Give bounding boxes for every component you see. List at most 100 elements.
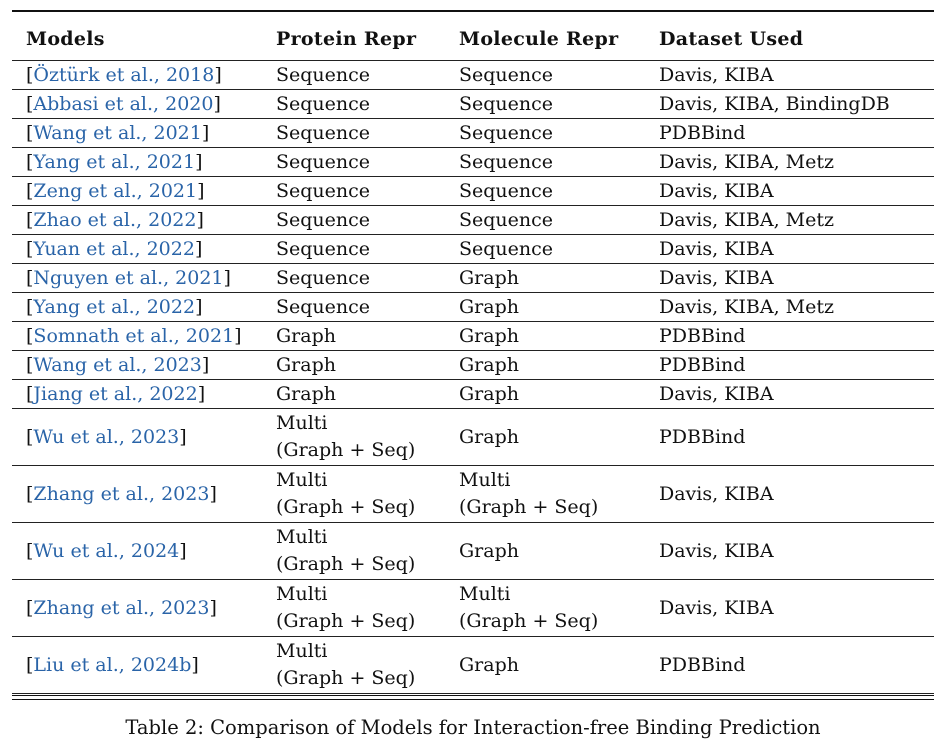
protein-repr-cell: Sequence — [262, 176, 445, 206]
citation-link[interactable]: Zhao et al., 2022 — [33, 209, 197, 231]
molecule-repr-cell: Sequence — [445, 60, 645, 90]
citation-open-bracket: [ — [26, 325, 34, 347]
bottom-rule — [12, 695, 934, 696]
header-row: Models Protein Repr Molecule Repr Datase… — [12, 18, 934, 61]
model-citation-cell: [Nguyen et al., 2021] — [12, 263, 262, 293]
citation-link[interactable]: Yang et al., 2022 — [33, 296, 196, 318]
protein-repr-cell: Multi (Graph + Seq) — [262, 579, 445, 637]
table-row: [Zhang et al., 2023] Multi (Graph + Seq) M… — [12, 465, 934, 523]
citation-close-bracket: ] — [201, 354, 210, 376]
citation-link[interactable]: Wang et al., 2021 — [33, 122, 202, 144]
citation-open-bracket: [ — [26, 238, 34, 260]
table-row: [Yang et al., 2021] Sequence Sequence Davis… — [12, 147, 934, 177]
model-citation-cell: [Wu et al., 2023] — [12, 408, 262, 466]
protein-repr-cell: Sequence — [262, 263, 445, 293]
citation-link[interactable]: Abbasi et al., 2020 — [33, 93, 214, 115]
molecule-repr-cell: Multi (Graph + Seq) — [445, 579, 645, 637]
header-protein-repr: Protein Repr — [262, 18, 445, 61]
citation-link[interactable]: Zhang et al., 2023 — [33, 482, 210, 505]
molecule-repr-cell: Sequence — [445, 118, 645, 148]
molecule-repr-cell: Graph — [445, 636, 645, 694]
protein-repr-cell: Multi (Graph + Seq) — [262, 522, 445, 580]
citation-open-bracket: [ — [26, 93, 34, 115]
citation-link[interactable]: Liu et al., 2024b — [33, 653, 192, 676]
citation-close-bracket: ] — [195, 296, 203, 318]
citation-link[interactable]: Wang et al., 2023 — [33, 354, 202, 376]
dataset-cell: Davis, KIBA — [645, 176, 934, 206]
table-row: [Öztürk et al., 2018] Sequence Sequence Dav… — [12, 60, 934, 90]
citation-open-bracket: [ — [26, 383, 34, 405]
table-body: [Öztürk et al., 2018] Sequence Sequence Dav… — [12, 60, 934, 694]
citation-close-bracket: ] — [197, 180, 205, 202]
model-citation-cell: [Somnath et al., 2021] — [12, 321, 262, 351]
citation-link[interactable]: Yuan et al., 2022 — [33, 238, 195, 260]
molecule-repr-cell: Sequence — [445, 147, 645, 177]
citation-open-bracket: [ — [26, 596, 34, 619]
table-row: [Jiang et al., 2022] Graph Graph Davis, KIB… — [12, 379, 934, 409]
protein-repr-cell: Sequence — [262, 147, 445, 177]
dataset-cell: Davis, KIBA — [645, 234, 934, 264]
citation-link[interactable]: Yang et al., 2021 — [33, 151, 196, 173]
dataset-cell: PDBBind — [645, 350, 934, 380]
model-citation-cell: [Abbasi et al., 2020] — [12, 89, 262, 119]
citation-link[interactable]: Somnath et al., 2021 — [33, 325, 235, 347]
table-row: [Wu et al., 2023] Multi (Graph + Seq) Grap… — [12, 408, 934, 466]
dataset-cell: Davis, KIBA — [645, 522, 934, 580]
model-citation-cell: [Yang et al., 2021] — [12, 147, 262, 177]
citation-link[interactable]: Öztürk et al., 2018 — [33, 64, 215, 86]
citation-close-bracket: ] — [214, 64, 222, 86]
model-citation-cell: [Jiang et al., 2022] — [12, 379, 262, 409]
molecule-repr-cell: Sequence — [445, 176, 645, 206]
molecule-repr-cell: Graph — [445, 292, 645, 322]
table-row: [Wang et al., 2021] Sequence Sequence PDBBi… — [12, 118, 934, 148]
citation-close-bracket: ] — [191, 653, 199, 676]
dataset-cell: Davis, KIBA — [645, 60, 934, 90]
citation-link[interactable]: Nguyen et al., 2021 — [33, 267, 224, 289]
molecule-repr-cell: Graph — [445, 321, 645, 351]
table-caption: Table 2: Comparison of Models for Intera… — [125, 716, 821, 739]
protein-repr-cell: Multi (Graph + Seq) — [262, 465, 445, 523]
citation-close-bracket: ] — [234, 325, 242, 347]
molecule-repr-cell: Sequence — [445, 89, 645, 119]
citation-close-bracket: ] — [195, 151, 203, 173]
citation-link[interactable]: Zhang et al., 2023 — [33, 596, 210, 619]
dataset-cell: Davis, KIBA, Metz — [645, 205, 934, 235]
citation-open-bracket: [ — [26, 482, 34, 505]
header-models: Models — [12, 18, 262, 61]
dataset-cell: Davis, KIBA — [645, 465, 934, 523]
table-row: [Yang et al., 2022] Sequence Graph Davis, K… — [12, 292, 934, 322]
molecule-repr-cell: Graph — [445, 350, 645, 380]
table-row: [Zhang et al., 2023] Multi (Graph + Seq) M… — [12, 579, 934, 637]
protein-repr-cell: Sequence — [262, 89, 445, 119]
citation-link[interactable]: Wu et al., 2024 — [33, 539, 180, 562]
protein-repr-cell: Multi (Graph + Seq) — [262, 408, 445, 466]
model-citation-cell: [Wang et al., 2021] — [12, 118, 262, 148]
model-citation-cell: [Liu et al., 2024b] — [12, 636, 262, 694]
model-citation-cell: [Yang et al., 2022] — [12, 292, 262, 322]
molecule-repr-cell: Graph — [445, 379, 645, 409]
protein-repr-cell: Multi (Graph + Seq) — [262, 636, 445, 694]
model-citation-cell: [Zeng et al., 2021] — [12, 176, 262, 206]
table-row: [Zeng et al., 2021] Sequence Sequence Davis… — [12, 176, 934, 206]
dataset-cell: Davis, KIBA, BindingDB — [645, 89, 934, 119]
dataset-cell: PDBBind — [645, 408, 934, 466]
table-row: [Zhao et al., 2022] Sequence Sequence Davis… — [12, 205, 934, 235]
citation-open-bracket: [ — [26, 354, 34, 376]
table-row: [Nguyen et al., 2021] Sequence Graph Davis,… — [12, 263, 934, 293]
protein-repr-cell: Sequence — [262, 292, 445, 322]
dataset-cell: Davis, KIBA — [645, 263, 934, 293]
table-row: [Wu et al., 2024] Multi (Graph + Seq) Grap… — [12, 522, 934, 580]
molecule-repr-cell: Sequence — [445, 205, 645, 235]
model-citation-cell: [Wang et al., 2023] — [12, 350, 262, 380]
top-rule — [12, 10, 934, 12]
molecule-repr-cell: Sequence — [445, 234, 645, 264]
molecule-repr-cell: Graph — [445, 263, 645, 293]
citation-close-bracket: ] — [194, 238, 203, 260]
citation-link[interactable]: Wu et al., 2023 — [33, 425, 180, 448]
citation-close-bracket: ] — [197, 383, 206, 405]
citation-link[interactable]: Zeng et al., 2021 — [33, 180, 198, 202]
citation-open-bracket: [ — [26, 425, 34, 448]
citation-open-bracket: [ — [26, 64, 34, 86]
citation-link[interactable]: Jiang et al., 2022 — [33, 383, 198, 405]
bottom-rule-double — [12, 699, 934, 700]
